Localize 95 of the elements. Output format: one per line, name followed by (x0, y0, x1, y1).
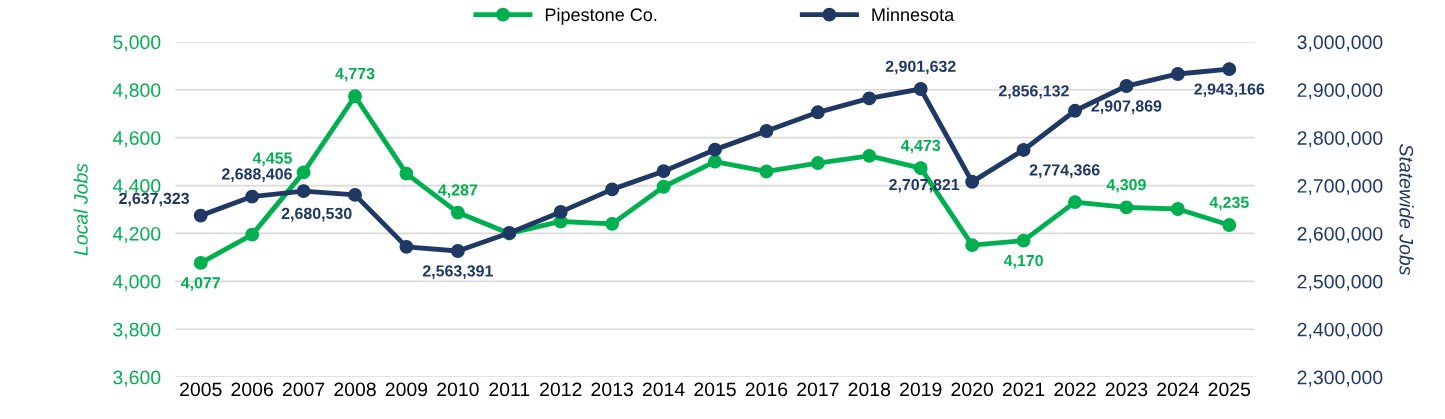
data-label: 4,473 (900, 139, 941, 154)
x-tick-label: 2022 (1054, 382, 1096, 397)
point (1119, 79, 1134, 93)
point (1016, 233, 1031, 248)
data-label: 4,287 (438, 184, 478, 198)
point (965, 174, 980, 189)
y-tick-label: 5,000 (113, 35, 161, 52)
point (708, 142, 722, 157)
point (656, 179, 671, 194)
point (296, 165, 311, 180)
x-tick-label: 2012 (540, 382, 582, 397)
point (810, 156, 825, 170)
y-tick-label: 4,800 (112, 83, 161, 100)
point (348, 187, 362, 202)
data-label: 2,774,366 (1029, 164, 1100, 178)
y2-tick-label: 2,300,000 (1297, 370, 1383, 387)
point (399, 166, 414, 181)
point (708, 154, 722, 169)
point (399, 239, 414, 254)
data-label: 2,563,391 (422, 265, 493, 279)
point (450, 205, 465, 220)
x-tick-label: 2015 (694, 382, 736, 397)
point (1170, 67, 1185, 81)
data-label: 2,680,530 (281, 207, 352, 222)
x-tick-label: 2010 (437, 382, 479, 397)
x-tick-label: 2025 (1208, 382, 1251, 397)
y2-tick-label: 2,500,000 (1297, 274, 1383, 291)
y-tick-label: 4,000 (112, 274, 161, 291)
point (810, 105, 825, 120)
x-tick-label: 2018 (848, 382, 891, 397)
point (193, 255, 208, 270)
point (1222, 218, 1237, 233)
data-label: 4,455 (252, 152, 293, 166)
data-label: 2,901,632 (885, 60, 956, 75)
data-label: 4,170 (1003, 254, 1043, 269)
data-label: 2,688,406 (221, 168, 292, 182)
point (759, 124, 774, 138)
x-tick-label: 2014 (642, 382, 685, 397)
data-label: 4,309 (1106, 178, 1146, 193)
y2-tick-label: 2,900,000 (1297, 83, 1383, 100)
legend-label: Minnesota (872, 7, 955, 22)
point (245, 227, 260, 242)
x-tick-label: 2009 (385, 382, 428, 397)
x-tick-label: 2021 (1002, 382, 1045, 397)
y2-tick-label: 2,700,000 (1297, 179, 1383, 196)
point (1170, 202, 1185, 216)
y-axis-title: Local Jobs (73, 163, 88, 256)
data-label: 4,773 (335, 67, 375, 82)
point (1222, 62, 1237, 77)
y2-tick-label: 2,400,000 (1297, 322, 1383, 339)
point (913, 82, 928, 96)
y-tick-label: 3,800 (113, 322, 161, 339)
point (965, 238, 980, 253)
data-label: 2,907,869 (1091, 100, 1162, 114)
x-tick-label: 2019 (900, 382, 942, 397)
y-tick-label: 4,200 (112, 226, 161, 243)
point (553, 204, 568, 219)
point (296, 184, 311, 199)
data-label: 4,077 (180, 277, 220, 291)
y-tick-label: 3,600 (113, 370, 161, 387)
y-tick-label: 4,600 (112, 131, 161, 148)
data-label: 2,856,132 (998, 85, 1069, 99)
x-tick-label: 2016 (745, 382, 788, 397)
point (1119, 200, 1134, 215)
point (605, 216, 620, 231)
x-tick-label: 2005 (180, 382, 222, 397)
x-tick-label: 2006 (231, 382, 273, 397)
x-tick-label: 2024 (1157, 382, 1199, 397)
data-label: 2,943,166 (1194, 83, 1265, 98)
y2-tick-label: 2,800,000 (1297, 131, 1383, 148)
data-label: 4,235 (1209, 196, 1249, 211)
point (450, 244, 465, 258)
point (1068, 103, 1082, 118)
point (245, 189, 260, 204)
x-tick-label: 2023 (1105, 382, 1148, 397)
point (348, 89, 362, 104)
x-tick-label: 2017 (797, 382, 839, 397)
point (759, 164, 774, 179)
point (862, 148, 877, 163)
point (656, 164, 671, 179)
point (862, 91, 877, 106)
y2-tick-label: 3,000,000 (1297, 35, 1383, 52)
x-tick-label: 2008 (334, 382, 376, 397)
x-tick-label: 2020 (951, 382, 994, 397)
point (1068, 195, 1082, 210)
point (913, 161, 928, 176)
point (193, 208, 208, 223)
x-tick-label: 2007 (282, 382, 325, 397)
y2-axis-title: Statewide Jobs (1399, 144, 1414, 276)
x-tick-label: 2013 (591, 382, 633, 397)
legend-label: Pipestone Co. (545, 7, 657, 25)
x-tick-label: 2011 (489, 382, 530, 397)
y2-tick-label: 2,600,000 (1297, 226, 1383, 243)
point (1016, 143, 1031, 157)
point (605, 182, 620, 197)
